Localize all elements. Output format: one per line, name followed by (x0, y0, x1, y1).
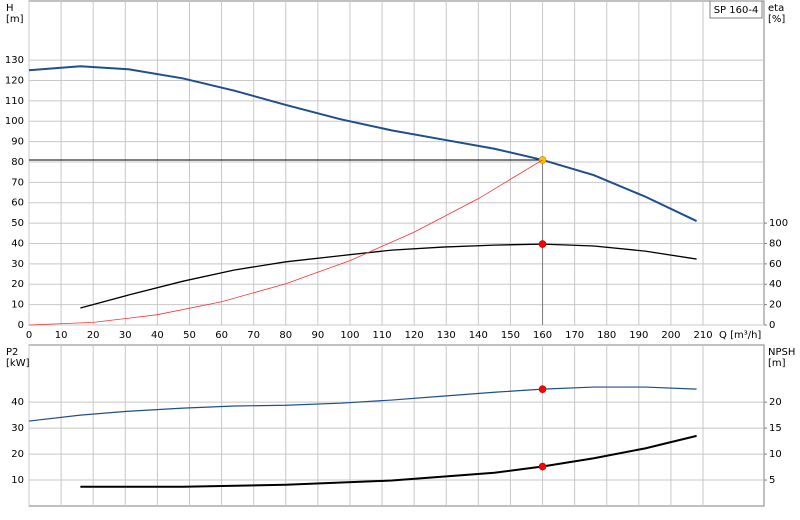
y-tick-label: 50 (11, 218, 24, 229)
y-tick-label: 30 (11, 423, 24, 434)
x-tick-label: 60 (215, 330, 228, 341)
x-tick-label: 50 (183, 330, 196, 341)
y-axis-label: [m] (6, 14, 24, 25)
y-axis-label: H (6, 3, 14, 14)
y2-axis-label: eta (768, 3, 784, 14)
y2-axis-label: [m] (768, 358, 786, 369)
y-tick-label: 10 (11, 300, 24, 311)
x-tick-label: 80 (279, 330, 292, 341)
y-tick-label: 40 (11, 397, 24, 408)
y2-tick-label: 80 (769, 238, 782, 249)
y2-tick-label: 10 (769, 449, 782, 460)
y-tick-label: 20 (11, 279, 24, 290)
y-axis-label: [kW] (6, 358, 30, 369)
x-tick-label: 110 (373, 330, 392, 341)
y-tick-label: 10 (11, 475, 24, 486)
y2-tick-label: 60 (769, 259, 782, 270)
y2-tick-label: 5 (769, 475, 775, 486)
duty-marker (538, 462, 547, 471)
product-box (709, 0, 763, 19)
y-tick-label: 90 (11, 137, 24, 148)
x-tick-label: 0 (26, 330, 32, 341)
y-tick-label: 70 (11, 177, 24, 188)
y-tick-label: 130 (5, 55, 24, 66)
curve (28, 386, 697, 422)
y-tick-label: 30 (11, 259, 24, 270)
y2-tick-label: 40 (769, 279, 782, 290)
plot-frame (28, 344, 765, 507)
x-tick-label: 120 (405, 330, 424, 341)
plot-frame (28, 0, 765, 326)
y-tick-label: 60 (11, 198, 24, 209)
y2-tick-label: 100 (769, 218, 788, 229)
x-tick-label: 130 (437, 330, 456, 341)
x-tick-label: 150 (501, 330, 520, 341)
y2-tick-label: 15 (769, 423, 782, 434)
duty-marker (538, 385, 547, 393)
x-tick-label: 40 (151, 330, 164, 341)
curve (80, 434, 697, 488)
x-tick-label: 20 (87, 330, 100, 341)
curve (28, 159, 543, 326)
y-tick-label: 100 (5, 116, 24, 127)
y2-tick-label: 0 (769, 320, 775, 331)
x-tick-label: 190 (629, 330, 648, 341)
y2-axis-label: NPSH (768, 347, 795, 358)
x-axis-label: Q [m³/h] (719, 330, 761, 341)
y-tick-label: 110 (5, 96, 24, 107)
y-tick-label: 40 (11, 238, 24, 249)
y-tick-label: 0 (18, 320, 24, 331)
x-tick-label: 30 (119, 330, 132, 341)
x-tick-label: 90 (311, 330, 324, 341)
y2-tick-label: 20 (769, 397, 782, 408)
duty-marker (538, 240, 547, 248)
y2-tick-label: 20 (769, 300, 782, 311)
x-tick-label: 170 (565, 330, 584, 341)
x-tick-label: 200 (661, 330, 680, 341)
y-tick-label: 80 (11, 157, 24, 168)
y-axis-label: P2 (6, 347, 18, 358)
x-tick-label: 70 (247, 330, 260, 341)
curve (80, 243, 697, 309)
product-label: SP 160-4 (714, 5, 759, 16)
x-tick-label: 140 (469, 330, 488, 341)
x-tick-label: 10 (55, 330, 68, 341)
x-tick-label: 100 (340, 330, 359, 341)
curve (28, 65, 698, 222)
y-tick-label: 120 (5, 75, 24, 86)
y-tick-label: 20 (11, 449, 24, 460)
x-tick-label: 180 (597, 330, 616, 341)
y2-axis-label: [%] (768, 14, 785, 25)
x-tick-label: 210 (693, 330, 712, 341)
x-tick-label: 160 (533, 330, 552, 341)
